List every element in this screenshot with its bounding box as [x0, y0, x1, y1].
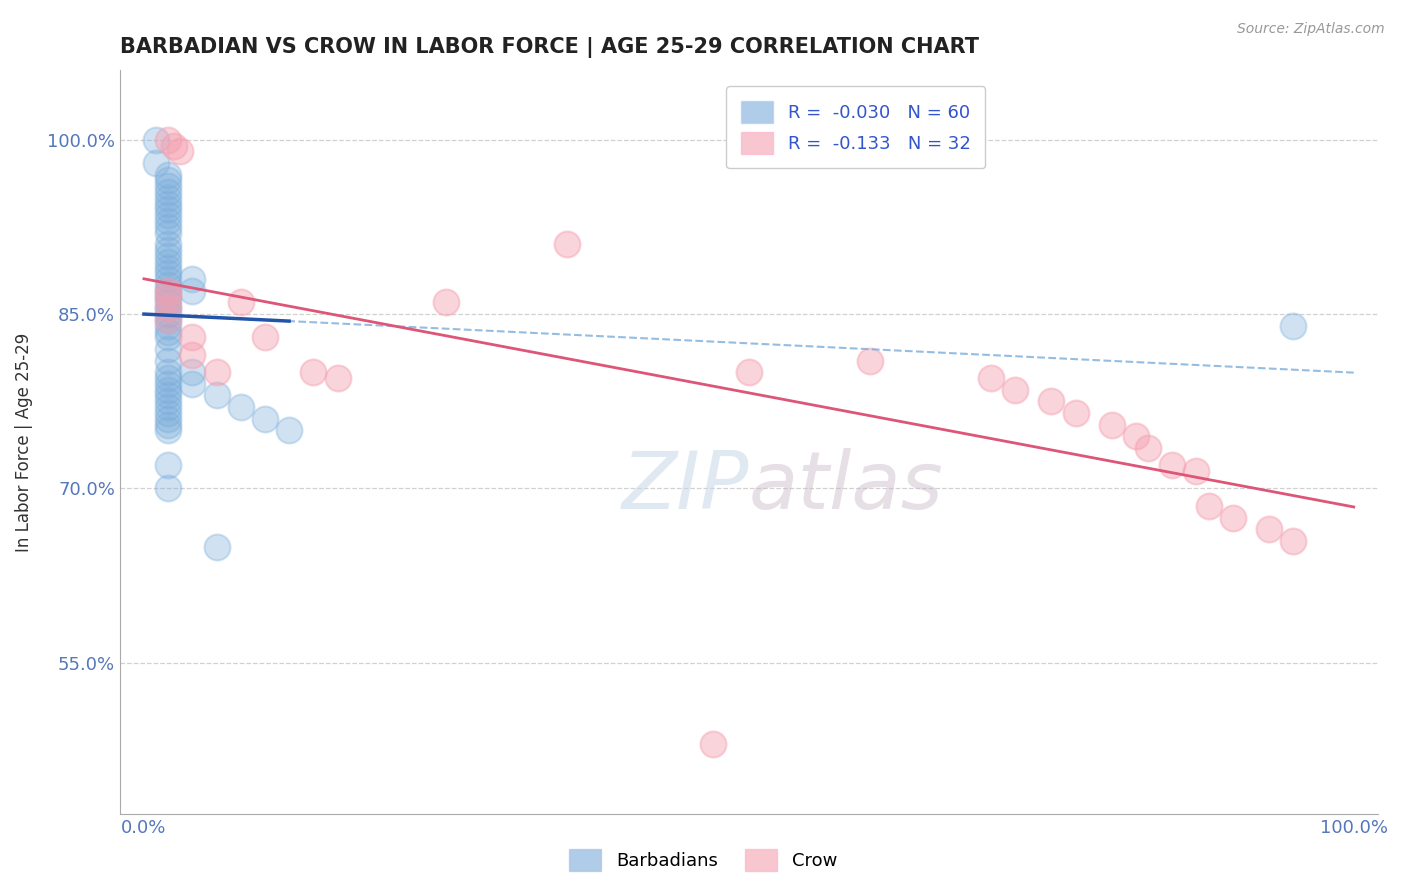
- Point: [181, 348, 204, 362]
- Point: [157, 313, 180, 327]
- Point: [157, 406, 180, 420]
- Point: [557, 237, 579, 252]
- Point: [157, 371, 180, 385]
- Point: [157, 214, 180, 228]
- Point: [181, 284, 204, 298]
- Point: [1198, 499, 1220, 513]
- Point: [169, 145, 191, 159]
- Point: [278, 423, 301, 437]
- Point: [181, 376, 204, 391]
- Point: [157, 219, 180, 234]
- Point: [1004, 383, 1026, 397]
- Point: [163, 138, 186, 153]
- Point: [157, 318, 180, 333]
- Point: [157, 226, 180, 240]
- Point: [157, 267, 180, 281]
- Point: [157, 394, 180, 409]
- Y-axis label: In Labor Force | Age 25-29: In Labor Force | Age 25-29: [15, 333, 32, 551]
- Point: [1222, 510, 1244, 524]
- Point: [157, 208, 180, 222]
- Point: [1282, 318, 1305, 333]
- Point: [326, 371, 349, 385]
- Point: [157, 330, 180, 344]
- Point: [157, 417, 180, 432]
- Point: [1040, 394, 1063, 409]
- Point: [157, 458, 180, 473]
- Point: [157, 173, 180, 187]
- Point: [157, 168, 180, 182]
- Point: [859, 353, 882, 368]
- Point: [157, 284, 180, 298]
- Point: [157, 290, 180, 304]
- Point: [157, 482, 180, 496]
- Point: [157, 376, 180, 391]
- Point: [181, 330, 204, 344]
- Text: atlas: atlas: [749, 448, 943, 525]
- Point: [157, 411, 180, 425]
- Point: [702, 737, 724, 751]
- Point: [157, 301, 180, 316]
- Point: [157, 313, 180, 327]
- Point: [157, 243, 180, 257]
- Point: [157, 325, 180, 339]
- Point: [157, 191, 180, 205]
- Point: [1137, 441, 1160, 455]
- Point: [157, 237, 180, 252]
- Point: [205, 540, 228, 554]
- Point: [980, 371, 1002, 385]
- Point: [1185, 464, 1208, 478]
- Point: [738, 365, 761, 379]
- Point: [1282, 533, 1305, 548]
- Text: ZIP: ZIP: [621, 448, 749, 525]
- Legend: R =  -0.030   N = 60, R =  -0.133   N = 32: R = -0.030 N = 60, R = -0.133 N = 32: [727, 87, 986, 169]
- Point: [434, 295, 457, 310]
- Point: [1101, 417, 1123, 432]
- Point: [157, 301, 180, 316]
- Point: [181, 272, 204, 286]
- Point: [1258, 522, 1281, 536]
- Point: [145, 133, 167, 147]
- Point: [157, 307, 180, 321]
- Point: [302, 365, 325, 379]
- Point: [157, 290, 180, 304]
- Point: [157, 254, 180, 268]
- Text: Source: ZipAtlas.com: Source: ZipAtlas.com: [1237, 22, 1385, 37]
- Point: [205, 365, 228, 379]
- Point: [253, 330, 276, 344]
- Point: [157, 342, 180, 356]
- Point: [157, 400, 180, 414]
- Point: [1161, 458, 1184, 473]
- Point: [157, 272, 180, 286]
- Point: [157, 278, 180, 293]
- Point: [157, 353, 180, 368]
- Point: [157, 284, 180, 298]
- Point: [229, 400, 252, 414]
- Point: [181, 365, 204, 379]
- Point: [157, 179, 180, 194]
- Legend: Barbadians, Crow: Barbadians, Crow: [561, 842, 845, 879]
- Point: [157, 365, 180, 379]
- Text: BARBADIAN VS CROW IN LABOR FORCE | AGE 25-29 CORRELATION CHART: BARBADIAN VS CROW IN LABOR FORCE | AGE 2…: [120, 37, 979, 58]
- Point: [157, 185, 180, 199]
- Point: [205, 388, 228, 402]
- Point: [157, 383, 180, 397]
- Point: [157, 388, 180, 402]
- Point: [157, 260, 180, 275]
- Point: [157, 295, 180, 310]
- Point: [157, 423, 180, 437]
- Point: [157, 133, 180, 147]
- Point: [157, 249, 180, 263]
- Point: [157, 202, 180, 217]
- Point: [1064, 406, 1087, 420]
- Point: [1125, 429, 1147, 443]
- Point: [157, 196, 180, 211]
- Point: [145, 156, 167, 170]
- Point: [253, 411, 276, 425]
- Point: [229, 295, 252, 310]
